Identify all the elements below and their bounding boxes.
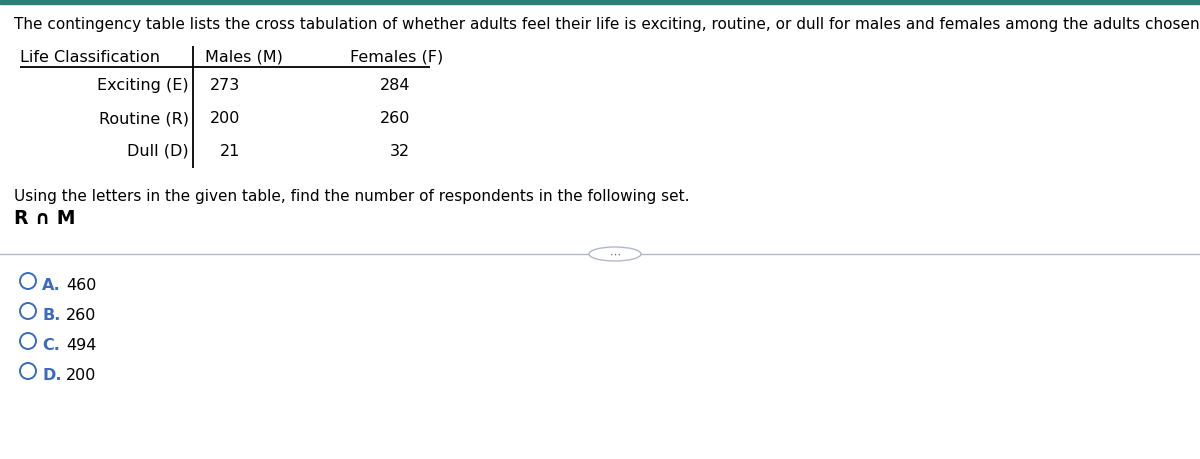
Text: Males (M): Males (M) <box>205 50 283 65</box>
Text: 200: 200 <box>66 367 96 382</box>
Text: 494: 494 <box>66 337 96 352</box>
Text: Routine (R): Routine (R) <box>98 111 190 126</box>
Text: Dull (D): Dull (D) <box>127 144 190 159</box>
Text: The contingency table lists the cross tabulation of whether adults feel their li: The contingency table lists the cross ta… <box>14 17 1200 32</box>
Text: Exciting (E): Exciting (E) <box>97 78 190 93</box>
Text: 260: 260 <box>379 111 410 126</box>
Text: 273: 273 <box>210 78 240 93</box>
Text: Life Classification: Life Classification <box>20 50 160 65</box>
Text: Females (F): Females (F) <box>350 50 443 65</box>
Bar <box>0 0 1200 5</box>
Text: Using the letters in the given table, find the number of respondents in the foll: Using the letters in the given table, fi… <box>14 189 690 203</box>
Text: B.: B. <box>42 308 60 322</box>
Text: 260: 260 <box>66 308 96 322</box>
Text: R ∩ M: R ∩ M <box>14 208 76 228</box>
Text: 200: 200 <box>210 111 240 126</box>
Ellipse shape <box>589 247 641 262</box>
Text: D.: D. <box>42 367 61 382</box>
Text: C.: C. <box>42 337 60 352</box>
Text: ⋯: ⋯ <box>610 249 620 259</box>
Text: 460: 460 <box>66 277 96 292</box>
Text: 32: 32 <box>390 144 410 159</box>
Text: 21: 21 <box>220 144 240 159</box>
Text: A.: A. <box>42 277 61 292</box>
Text: 284: 284 <box>379 78 410 93</box>
